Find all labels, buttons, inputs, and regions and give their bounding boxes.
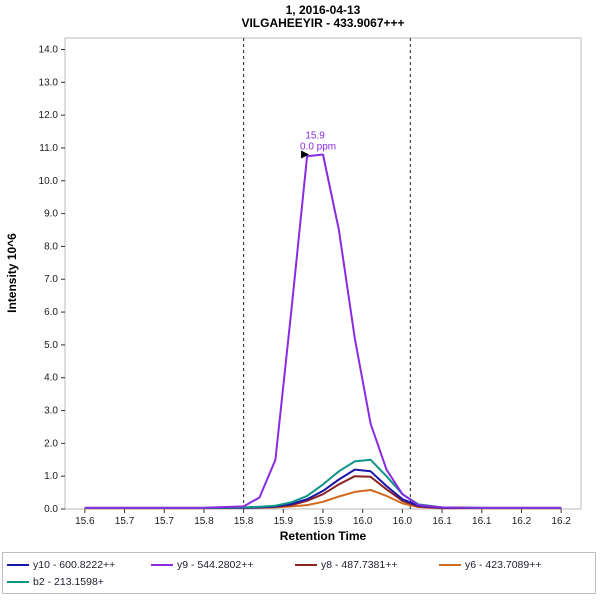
- y-tick-label: 5.0: [44, 340, 58, 351]
- x-tick-label: 15.9: [313, 516, 333, 527]
- legend-label: y10 - 600.8222++: [33, 558, 116, 571]
- peak-rt-label: 15.9: [305, 131, 325, 142]
- x-tick-label: 16.2: [551, 516, 571, 527]
- x-tick-label: 15.9: [274, 516, 294, 527]
- x-axis-title: Retention Time: [280, 529, 367, 543]
- peak-ppm-label: 0.0 ppm: [300, 142, 336, 153]
- legend-line-swatch-icon: [295, 563, 317, 566]
- y-tick-label: 9.0: [44, 209, 58, 220]
- y-tick-label: 3.0: [44, 406, 58, 417]
- y-tick-label: 0.0: [44, 504, 58, 515]
- legend-item-b2: b2 - 213.1598+: [7, 573, 151, 590]
- chart-title-line1: 1, 2016-04-13: [286, 3, 361, 17]
- legend-label: y9 - 544.2802++: [177, 558, 254, 571]
- chart-title-line2: VILGAHEEYIR - 433.9067+++: [241, 16, 404, 30]
- y-tick-label: 6.0: [44, 307, 58, 318]
- legend-line-swatch-icon: [151, 563, 173, 566]
- peak-apex-arrow-icon: [301, 150, 310, 159]
- legend-item-y10: y10 - 600.8222++: [7, 556, 151, 573]
- x-tick-label: 15.6: [75, 516, 95, 527]
- y-tick-label: 7.0: [44, 274, 58, 285]
- x-tick-label: 15.7: [115, 516, 135, 527]
- x-tick-label: 15.8: [234, 516, 254, 527]
- legend-item-y9: y9 - 544.2802++: [151, 556, 295, 573]
- x-tick-label: 16.0: [393, 516, 413, 527]
- legend-label: y8 - 487.7381++: [321, 558, 398, 571]
- series-line-y9: [84, 153, 562, 509]
- y-tick-label: 13.0: [39, 77, 59, 88]
- legend-line-swatch-icon: [7, 563, 29, 566]
- x-tick-label: 16.0: [353, 516, 373, 527]
- y-tick-label: 10.0: [39, 176, 59, 187]
- legend-item-y8: y8 - 487.7381++: [295, 556, 439, 573]
- chromatogram-plot[interactable]: 1, 2016-04-13 VILGAHEEYIR - 433.9067+++ …: [0, 0, 600, 548]
- y-tick-label: 14.0: [39, 44, 59, 55]
- legend-label: b2 - 213.1598+: [33, 575, 104, 588]
- x-tick-label: 16.1: [472, 516, 492, 527]
- legend-line-swatch-icon: [439, 563, 461, 566]
- plot-area[interactable]: [64, 37, 582, 510]
- legend: y10 - 600.8222++ y9 - 544.2802++ y8 - 487.…: [2, 552, 596, 594]
- y-tick-label: 8.0: [44, 241, 58, 252]
- legend-item-y6: y6 - 423.7089++: [439, 556, 583, 573]
- y-axis-title: Intensity 10^6: [5, 233, 19, 313]
- legend-label: y6 - 423.7089++: [465, 558, 542, 571]
- x-tick-label: 15.8: [194, 516, 214, 527]
- y-tick-label: 4.0: [44, 373, 58, 384]
- y-tick-label: 11.0: [39, 143, 58, 154]
- x-tick-label: 16.1: [432, 516, 452, 527]
- y-tick-label: 2.0: [44, 438, 58, 449]
- legend-line-swatch-icon: [7, 580, 29, 583]
- x-tick-label: 16.2: [512, 516, 532, 527]
- x-tick-label: 15.7: [154, 516, 174, 527]
- y-tick-label: 1.0: [44, 471, 58, 482]
- y-tick-label: 12.0: [39, 110, 59, 121]
